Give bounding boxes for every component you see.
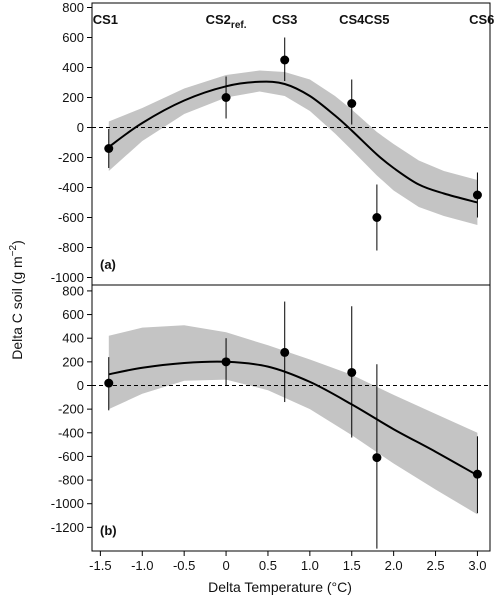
y-tick-label: 0 [77, 120, 84, 135]
y-tick-label: -400 [58, 180, 84, 195]
y-tick-label: -600 [58, 449, 84, 464]
x-tick-label: -1.0 [131, 558, 153, 573]
y-axis-title: Delta C soil (g m−2) [8, 240, 25, 360]
data-point [472, 190, 482, 200]
y-tick-label: 0 [77, 378, 84, 393]
site-label: CS4 [339, 12, 365, 27]
data-point [104, 144, 114, 153]
fit-curve [108, 80, 478, 204]
x-tick-label: 1.5 [343, 558, 361, 573]
y-tick-label: 600 [62, 307, 84, 322]
x-tick-label: 0 [222, 558, 229, 573]
site-label: CS3 [272, 12, 297, 27]
x-tick-label: 3.0 [468, 558, 486, 573]
plot-frame [91, 284, 491, 552]
data-point [280, 55, 290, 65]
data-point [104, 378, 114, 388]
data-point [221, 357, 231, 367]
site-label: CS5 [364, 12, 389, 27]
x-axis: -1.5 -1.0 -0.5 0 0.5 1.0 1.5 2.0 2.5 3.0 [89, 551, 486, 573]
data-point [347, 367, 357, 377]
y-tick-label: 400 [62, 331, 84, 346]
x-tick-label: 1.0 [301, 558, 319, 573]
x-tick-label: -1.5 [89, 558, 111, 573]
data-point [372, 213, 382, 222]
panel-label: (b) [100, 523, 117, 538]
y-tick-label: -1000 [51, 270, 84, 285]
site-label: CS2ref. [206, 12, 247, 31]
data-point [372, 453, 382, 463]
panel-b: -1200 -1000 -800 -600 -400 -200 0 200 400 600 800 (… [51, 283, 491, 552]
data-point [347, 99, 357, 108]
y-tick-label: -200 [58, 150, 84, 165]
site-label: CS6 [469, 12, 494, 27]
x-tick-label: -0.5 [173, 558, 195, 573]
y-tick-label: -800 [58, 240, 84, 255]
data-point [472, 469, 482, 479]
plot-frame [91, 2, 491, 286]
y-tick-label: -200 [58, 402, 84, 417]
panel-a: -1000 -800 -600 -400 -200 0 200 400 600 800 (a) CS1… [51, 0, 494, 286]
y-tick-label: 200 [62, 354, 84, 369]
fit-curve [108, 360, 478, 477]
y-axis-title-superscript: −2 [8, 244, 19, 256]
y-tick-label: -400 [58, 425, 84, 440]
y-tick-label: 800 [62, 0, 84, 15]
y-tick-label: 600 [62, 30, 84, 45]
y-tick-label: -1000 [51, 496, 84, 511]
site-label: CS1 [93, 12, 118, 27]
x-axis-title: Delta Temperature (°C) [208, 579, 352, 595]
x-tick-label: 0.5 [259, 558, 277, 573]
y-tick-label: -600 [58, 210, 84, 225]
y-tick-label: 400 [62, 60, 84, 75]
x-tick-label: 2.5 [426, 558, 444, 573]
data-point [280, 347, 290, 357]
y-tick-label: -800 [58, 473, 84, 488]
x-tick-label: 2.0 [385, 558, 403, 573]
y-tick-label: 800 [62, 283, 84, 298]
panel-label: (a) [100, 257, 116, 272]
y-tick-label: -1200 [51, 520, 84, 535]
data-point [221, 93, 231, 102]
y-tick-label: 200 [62, 90, 84, 105]
confidence-band [108, 70, 478, 225]
confidence-band [108, 325, 478, 515]
